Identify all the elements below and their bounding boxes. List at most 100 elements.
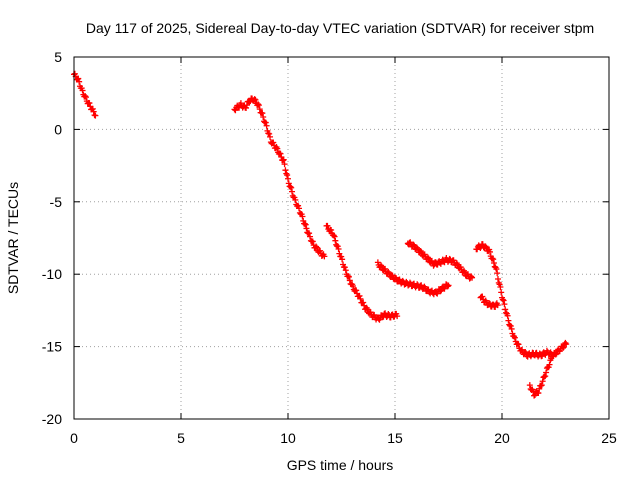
data-point xyxy=(82,94,89,101)
data-point xyxy=(468,273,475,280)
data-point xyxy=(562,339,569,346)
data-point xyxy=(494,270,501,277)
data-point xyxy=(543,369,550,376)
data-point xyxy=(86,100,93,107)
data-point xyxy=(445,282,452,289)
data-point xyxy=(424,254,431,261)
data-point xyxy=(437,288,444,295)
data-point xyxy=(270,139,277,146)
data-point xyxy=(508,325,515,332)
data-point xyxy=(266,130,273,137)
data-point xyxy=(295,202,302,209)
data-point xyxy=(335,246,342,253)
grid-lines xyxy=(74,57,609,419)
series-segment-4 xyxy=(374,259,452,298)
data-point xyxy=(526,382,533,389)
y-tick-label: 0 xyxy=(54,121,62,137)
data-point xyxy=(501,301,508,308)
data-point xyxy=(522,349,529,356)
data-point xyxy=(274,145,281,152)
data-point xyxy=(76,78,83,85)
data-point xyxy=(255,102,262,109)
data-point xyxy=(282,167,289,174)
series-segment-7 xyxy=(477,293,501,310)
data-point xyxy=(285,180,292,187)
series-segment-2 xyxy=(231,95,328,260)
data-point xyxy=(342,267,349,274)
data-point xyxy=(503,309,510,316)
data-point xyxy=(260,114,267,121)
data-point xyxy=(497,283,504,290)
data-point xyxy=(256,106,263,113)
y-tick-label: 5 xyxy=(54,49,62,65)
data-point xyxy=(511,334,518,341)
data-point xyxy=(357,295,364,302)
data-point xyxy=(414,244,421,251)
data-point xyxy=(353,287,360,294)
data-point xyxy=(414,281,421,288)
data-point xyxy=(259,110,266,117)
data-point xyxy=(92,112,99,119)
data-point xyxy=(303,225,310,232)
x-tick-label: 10 xyxy=(280,430,296,446)
series-segment-1 xyxy=(71,70,99,119)
data-point xyxy=(399,277,406,284)
data-point xyxy=(317,247,324,254)
data-point xyxy=(321,253,328,260)
data-point xyxy=(489,255,496,262)
data-point xyxy=(507,323,514,330)
data-point xyxy=(341,264,348,271)
data-point xyxy=(255,101,262,108)
data-point xyxy=(538,382,545,389)
data-point xyxy=(246,99,253,106)
data-point xyxy=(331,233,338,240)
data-point xyxy=(417,247,424,254)
data-point xyxy=(502,306,509,313)
data-point xyxy=(505,317,512,324)
chart-title: Day 117 of 2025, Sidereal Day-to-day VTE… xyxy=(86,20,594,36)
data-point xyxy=(330,232,337,239)
data-point xyxy=(287,183,294,190)
data-point xyxy=(563,341,570,348)
data-point xyxy=(336,250,343,257)
data-point xyxy=(500,297,507,304)
data-point xyxy=(299,213,306,220)
x-tick-label: 20 xyxy=(494,430,510,446)
y-tick-label: -15 xyxy=(42,339,62,355)
data-point xyxy=(387,314,394,321)
data-point xyxy=(309,238,316,245)
data-point xyxy=(486,248,493,255)
data-point xyxy=(75,75,82,82)
x-tick-label: 5 xyxy=(177,430,185,446)
data-point xyxy=(307,233,314,240)
data-point xyxy=(267,133,274,140)
data-point xyxy=(332,237,339,244)
data-point xyxy=(296,205,303,212)
data-point xyxy=(281,161,288,168)
y-axis-label: SDTVAR / TECUs xyxy=(5,182,21,294)
data-point xyxy=(90,108,97,115)
data-point xyxy=(284,172,291,179)
data-point xyxy=(289,188,296,195)
data-point xyxy=(280,156,287,163)
data-point xyxy=(494,275,501,282)
x-tick-label: 0 xyxy=(70,430,78,446)
series-segment-6 xyxy=(473,241,570,360)
data-point xyxy=(237,100,244,107)
data-point xyxy=(356,292,363,299)
data-point xyxy=(446,255,453,262)
data-point xyxy=(403,278,410,285)
data-point xyxy=(504,312,511,319)
data-point xyxy=(542,373,549,380)
series-segment-5 xyxy=(404,239,476,282)
data-point xyxy=(79,87,86,94)
data-point xyxy=(345,273,352,280)
data-point xyxy=(490,256,497,263)
data-point xyxy=(410,241,417,248)
x-tick-label: 25 xyxy=(601,430,617,446)
data-point xyxy=(339,256,346,263)
data-point xyxy=(338,253,345,260)
data-point xyxy=(360,299,367,306)
data-point xyxy=(494,302,501,309)
